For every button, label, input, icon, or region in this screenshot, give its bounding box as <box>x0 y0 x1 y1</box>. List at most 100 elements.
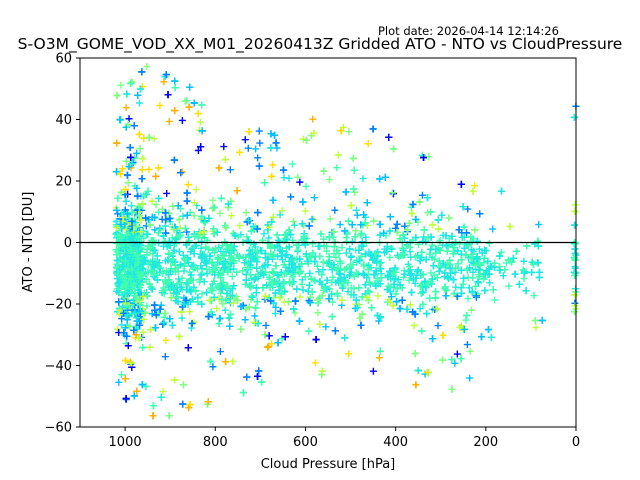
data-point <box>205 214 213 222</box>
data-point <box>362 250 370 258</box>
data-point <box>122 197 130 205</box>
data-point <box>179 212 187 220</box>
data-point <box>486 279 494 287</box>
data-point <box>312 336 320 344</box>
data-point <box>141 191 149 199</box>
data-point <box>152 201 160 209</box>
data-point <box>465 284 473 292</box>
data-point <box>378 274 386 282</box>
data-point <box>429 221 437 229</box>
data-point <box>114 261 122 269</box>
data-point <box>241 136 249 144</box>
data-point <box>113 256 121 264</box>
data-point <box>194 298 202 306</box>
data-point <box>146 326 154 334</box>
data-point <box>352 227 360 235</box>
data-point <box>288 261 296 269</box>
data-point <box>473 237 481 245</box>
data-point <box>459 280 467 288</box>
data-point <box>135 204 143 212</box>
data-point <box>144 242 152 250</box>
data-point <box>363 274 371 282</box>
data-point <box>129 158 137 166</box>
data-point <box>149 412 157 420</box>
data-point <box>135 130 143 138</box>
data-point <box>123 90 131 98</box>
data-point <box>284 298 292 306</box>
data-point <box>142 382 150 390</box>
data-point <box>184 344 192 352</box>
data-point <box>302 136 310 144</box>
data-point <box>301 207 309 215</box>
data-point <box>123 311 131 319</box>
data-point <box>389 302 397 310</box>
data-point <box>150 402 158 410</box>
data-point <box>314 309 322 317</box>
data-point <box>186 83 194 91</box>
data-point <box>137 85 145 93</box>
data-point <box>170 285 178 293</box>
data-point <box>116 310 124 318</box>
data-point <box>439 331 447 339</box>
data-point <box>317 230 325 238</box>
data-point <box>433 305 441 313</box>
data-point <box>174 267 182 275</box>
data-point <box>242 209 250 217</box>
data-point <box>183 189 191 197</box>
data-point <box>358 252 366 260</box>
data-point <box>376 231 384 239</box>
data-point <box>401 222 409 230</box>
data-point <box>305 222 313 230</box>
data-point <box>261 179 269 187</box>
data-point <box>219 260 227 268</box>
data-point <box>116 277 124 285</box>
data-point <box>422 255 430 263</box>
data-point <box>198 213 206 221</box>
data-point <box>346 245 354 253</box>
data-point <box>388 245 396 253</box>
data-point <box>229 299 237 307</box>
data-point <box>386 253 394 261</box>
data-point <box>288 255 296 263</box>
data-point <box>453 350 461 358</box>
data-point <box>528 268 536 276</box>
data-point <box>229 357 237 365</box>
data-point <box>159 269 167 277</box>
data-point <box>211 271 219 279</box>
data-point <box>420 233 428 241</box>
data-point <box>487 333 495 341</box>
data-point <box>370 217 378 225</box>
data-point <box>203 260 211 268</box>
data-point <box>128 209 136 217</box>
data-point <box>384 271 392 279</box>
data-point <box>140 234 148 242</box>
data-point <box>122 357 130 365</box>
data-point <box>151 213 159 221</box>
data-point <box>276 211 284 219</box>
data-point <box>326 215 334 223</box>
data-point <box>358 229 366 237</box>
data-point <box>291 297 299 305</box>
data-point <box>392 290 400 298</box>
data-point <box>192 287 200 295</box>
data-point <box>165 250 173 258</box>
data-point <box>389 190 397 198</box>
data-point <box>439 356 447 364</box>
data-point <box>309 240 317 248</box>
data-point <box>190 199 198 207</box>
data-point <box>296 293 304 301</box>
data-point <box>143 302 151 310</box>
data-point <box>266 223 274 231</box>
data-point <box>433 274 441 282</box>
data-point <box>350 285 358 293</box>
data-point <box>316 294 324 302</box>
data-point <box>351 233 359 241</box>
data-point <box>396 305 404 313</box>
data-point <box>166 315 174 323</box>
data-point <box>135 255 143 263</box>
data-point <box>121 324 129 332</box>
data-point <box>460 325 468 333</box>
data-point <box>247 292 255 300</box>
data-point <box>350 291 358 299</box>
data-point <box>314 242 322 250</box>
